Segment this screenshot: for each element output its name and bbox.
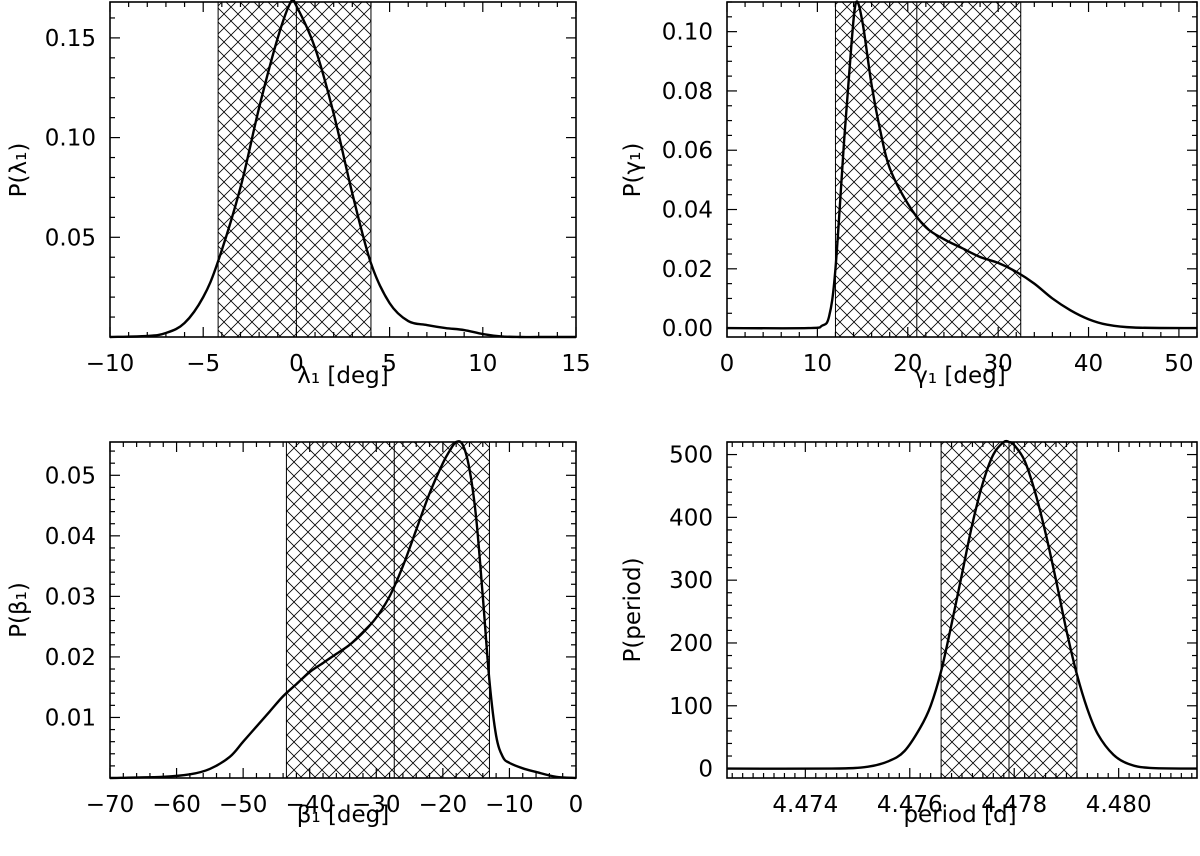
x-tick-label: −5	[186, 351, 220, 377]
y-axis-label: P(β₁)	[6, 582, 32, 638]
x-tick-label: −20	[419, 792, 468, 818]
x-tick-label: 4.474	[772, 792, 838, 818]
posterior-curve	[726, 0, 1198, 330]
x-axis-label: γ₁ [deg]	[914, 363, 1005, 389]
x-tick-label: 15	[561, 351, 590, 377]
x-tick-label: −10	[86, 351, 135, 377]
x-axis-label: period [d]	[903, 802, 1016, 828]
x-tick-label: −60	[152, 792, 201, 818]
x-tick-label: 10	[803, 351, 832, 377]
y-tick-label: 0.05	[45, 225, 96, 251]
x-tick-label: −30	[352, 792, 401, 818]
x-tick-label: −70	[86, 792, 135, 818]
y-tick-label: 0.05	[45, 463, 96, 489]
y-tick-label: 100	[669, 694, 713, 720]
y-tick-label: 0.04	[45, 524, 96, 550]
x-tick-label: 0	[289, 351, 304, 377]
x-tick-label: 0	[720, 351, 735, 377]
x-tick-label: −10	[485, 792, 534, 818]
y-tick-label: 0.08	[662, 79, 713, 105]
y-axis-label: P(γ₁)	[620, 143, 646, 198]
y-tick-label: 400	[669, 505, 713, 531]
y-tick-label: 0.01	[45, 705, 96, 731]
x-tick-label: 50	[1164, 351, 1193, 377]
chart-panel-gamma: 0 10 20 30 40 50 0.00 0.02 0.04 0.06 0.08 0.10 P(γ₁…	[620, 0, 1198, 389]
chart-panel-beta: −70 −60 −50 −40 −30 −20 −10 0 0.01 0.02 0.03 0.04 0.…	[6, 440, 584, 828]
y-tick-label: 300	[669, 568, 713, 594]
x-tick-label: 5	[382, 351, 397, 377]
x-tick-label: 40	[1074, 351, 1103, 377]
y-axis-label: P(period)	[620, 557, 646, 662]
y-tick-label: 500	[669, 443, 713, 469]
posterior-curve	[726, 439, 1198, 770]
x-tick-label: 20	[893, 351, 922, 377]
x-tick-label: 10	[468, 351, 497, 377]
x-tick-label: 4.478	[981, 792, 1047, 818]
x-axis-label: β₁ [deg]	[297, 802, 390, 828]
confidence-band	[218, 2, 371, 337]
x-tick-label: 4.480	[1086, 792, 1152, 818]
y-tick-label: 0.15	[45, 26, 96, 52]
posterior-curve	[109, 440, 577, 780]
y-tick-label: 0.02	[45, 645, 96, 671]
x-tick-label: 4.476	[877, 792, 943, 818]
y-tick-label: 0.02	[662, 257, 713, 283]
chart-panel-period: 4.474 4.476 4.478 4.480 0 100 200 300 400 500 P(p…	[620, 439, 1198, 828]
y-axis-label: P(λ₁)	[6, 143, 32, 198]
plot-frame	[109, 441, 577, 779]
plot-frame	[109, 1, 577, 338]
y-tick-label: 0.10	[662, 20, 713, 46]
y-tick-label: 0	[698, 757, 713, 783]
y-tick-label: 0.03	[45, 584, 96, 610]
y-tick-label: 0.00	[662, 316, 713, 342]
chart-panel-lambda: −10 −5 0 5 10 15 0.05 0.10 0.15 P(λ₁) λ₁ [deg]	[6, 0, 591, 389]
y-tick-label: 0.06	[662, 138, 713, 164]
x-tick-label: −50	[219, 792, 268, 818]
x-tick-label: 0	[569, 792, 584, 818]
y-tick-label: 0.04	[662, 198, 713, 224]
x-tick-label: −40	[285, 792, 334, 818]
y-tick-label: 200	[669, 631, 713, 657]
y-tick-label: 0.10	[45, 126, 96, 152]
confidence-band	[286, 442, 490, 778]
x-axis-label: λ₁ [deg]	[297, 363, 388, 389]
confidence-band	[835, 2, 1021, 337]
posterior-curve	[109, 0, 576, 339]
x-tick-label: 30	[984, 351, 1013, 377]
